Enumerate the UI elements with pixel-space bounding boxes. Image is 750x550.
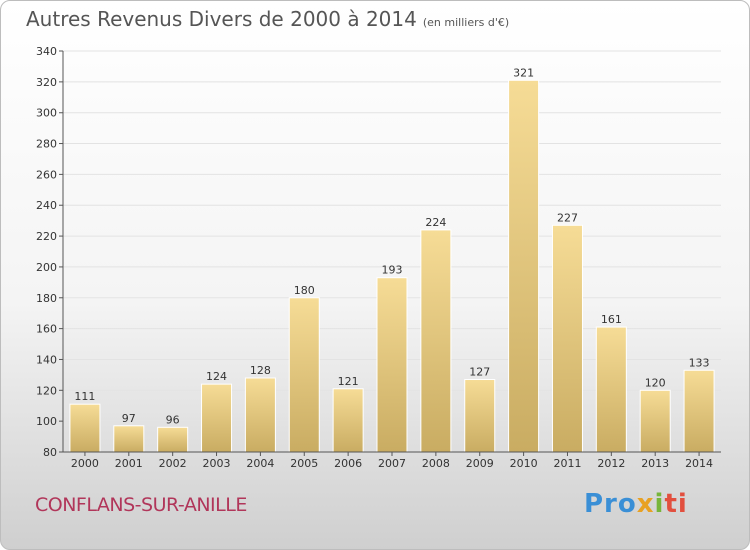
y-tick-label: 260: [36, 168, 57, 181]
y-tick-label: 120: [36, 384, 57, 397]
y-tick-label: 300: [36, 107, 57, 120]
y-tick-label: 340: [36, 45, 57, 58]
logo-part-2: x: [636, 489, 655, 519]
y-tick-label: 200: [36, 261, 57, 274]
value-label: 321: [513, 66, 534, 79]
bar: [157, 426, 189, 453]
bar: [508, 79, 540, 453]
x-tick-label: 2007: [378, 457, 406, 470]
value-label: 127: [469, 366, 490, 379]
x-tick-label: 2008: [422, 457, 450, 470]
x-tick-label: 2011: [553, 457, 581, 470]
value-label: 161: [601, 313, 622, 326]
value-label: 133: [689, 356, 710, 369]
chart-title-text: Autres Revenus Divers de 2000 à 2014: [26, 7, 417, 31]
bar: [464, 379, 496, 453]
bar: [201, 383, 233, 453]
value-label: 224: [425, 216, 446, 229]
logo-part-4: ti: [664, 489, 688, 519]
bar: [595, 326, 627, 453]
x-tick-label: 2000: [71, 457, 99, 470]
x-tick-label: 2013: [641, 457, 669, 470]
x-tick-label: 2004: [246, 457, 274, 470]
bar: [551, 224, 583, 453]
bar: [244, 377, 276, 453]
y-tick-label: 160: [36, 323, 57, 336]
value-label: 193: [382, 264, 403, 277]
y-tick-label: 140: [36, 353, 57, 366]
bar: [639, 389, 671, 453]
x-tick-label: 2010: [510, 457, 538, 470]
y-tick-label: 220: [36, 230, 57, 243]
proxiti-logo[interactable]: Proxiti: [584, 489, 688, 519]
x-tick-label: 2002: [159, 457, 187, 470]
x-tick-label: 2005: [290, 457, 318, 470]
bar: [683, 369, 715, 453]
y-tick-label: 180: [36, 292, 57, 305]
x-tick-label: 2001: [115, 457, 143, 470]
value-label: 180: [294, 284, 315, 297]
x-tick-label: 2006: [334, 457, 362, 470]
value-label: 124: [206, 370, 227, 383]
y-tick-label: 320: [36, 76, 57, 89]
chart-title: Autres Revenus Divers de 2000 à 2014 (en …: [26, 7, 509, 31]
y-tick-label: 80: [43, 446, 57, 459]
bar: [420, 229, 452, 453]
logo-part-3: i: [654, 489, 665, 519]
value-label: 120: [645, 376, 666, 389]
bar: [288, 297, 320, 453]
bar: [376, 277, 408, 453]
value-label: 111: [74, 390, 95, 403]
value-label: 97: [122, 412, 136, 425]
y-tick-label: 280: [36, 138, 57, 151]
value-label: 128: [250, 364, 271, 377]
y-tick-label: 240: [36, 199, 57, 212]
value-label: 96: [166, 413, 180, 426]
place-name: CONFLANS-SUR-ANILLE: [35, 494, 247, 516]
x-tick-label: 2012: [597, 457, 625, 470]
chart-subtitle: (en milliers d'€): [422, 16, 510, 29]
bar: [113, 425, 145, 453]
value-labels: 111 97 96 124 128 180 121 193 224 127 321 227 161 120…: [74, 66, 709, 426]
x-tick-label: 2003: [203, 457, 231, 470]
x-tick-label: 2009: [466, 457, 494, 470]
axes: 80 100 120 140 160 180 200 220 240 260 280 300 320 34…: [36, 45, 721, 470]
x-tick-label: 2014: [685, 457, 713, 470]
bar: [69, 403, 101, 453]
logo-part-1: Pro: [584, 489, 637, 519]
value-label: 121: [338, 375, 359, 388]
bar: [332, 388, 364, 453]
y-tick-label: 100: [36, 415, 57, 428]
value-label: 227: [557, 211, 578, 224]
